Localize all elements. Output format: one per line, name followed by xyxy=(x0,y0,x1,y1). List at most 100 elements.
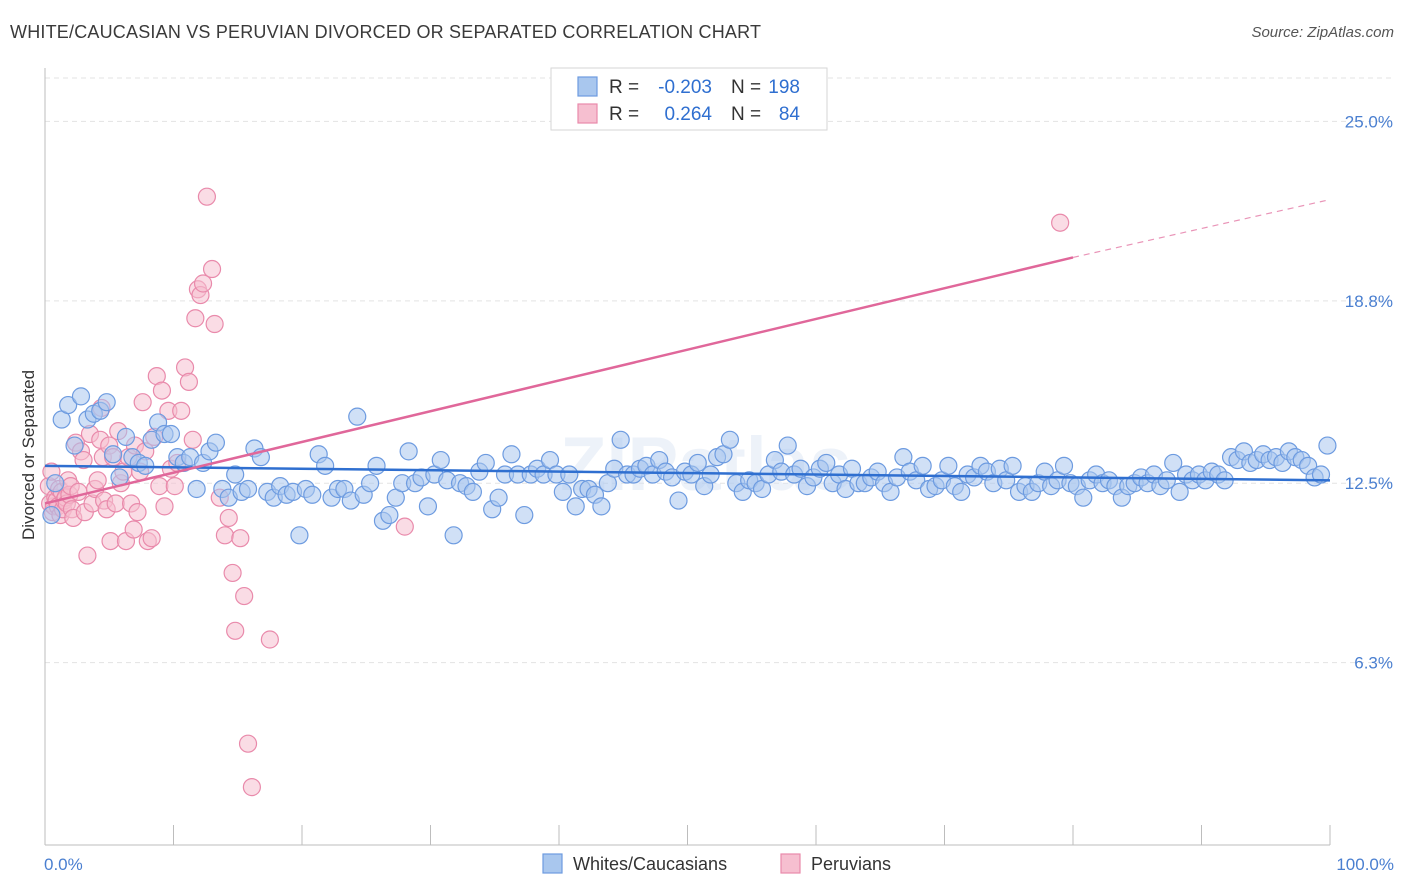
y-tick-label: 12.5% xyxy=(1345,474,1393,493)
white-point xyxy=(560,465,579,484)
peruvian-point xyxy=(179,372,199,392)
peruvian-point xyxy=(193,274,213,293)
white-point xyxy=(187,479,206,499)
legend-r-label: R = xyxy=(609,77,639,98)
white-point xyxy=(817,453,836,473)
series-legend-swatch-peruvians xyxy=(780,853,801,874)
peruvian-point xyxy=(133,393,152,412)
legend-whites-n: 198 xyxy=(768,77,800,98)
peruvian-point xyxy=(202,259,222,279)
white-point xyxy=(42,505,61,525)
legend-r-label: R = xyxy=(609,104,639,125)
series-legend-whites: Whites/Caucasians xyxy=(573,854,727,874)
white-point xyxy=(669,491,688,510)
legend-swatch-peruvians xyxy=(577,103,598,124)
peruvian-point xyxy=(155,497,174,516)
whites-trend-line xyxy=(44,464,1331,482)
white-point xyxy=(1318,436,1337,455)
peruvian-point xyxy=(124,520,143,539)
white-point xyxy=(1164,453,1183,473)
series-legend: Whites/Caucasians Peruvians xyxy=(542,853,891,874)
white-point xyxy=(290,526,309,545)
series-legend-swatch-whites xyxy=(542,853,563,874)
white-point xyxy=(316,456,335,475)
peruvian-point xyxy=(152,381,172,400)
white-point xyxy=(444,526,463,545)
white-point xyxy=(611,430,630,449)
white-point xyxy=(238,479,258,499)
white-point xyxy=(97,393,116,412)
white-point xyxy=(431,450,450,470)
white-point xyxy=(688,453,707,473)
peruvian-point xyxy=(74,450,93,470)
white-point xyxy=(720,430,740,449)
legend-n-label: N = xyxy=(731,104,761,125)
source-label: Source: ZipAtlas.com xyxy=(1251,24,1394,41)
legend-peruvians-n: 84 xyxy=(779,104,801,125)
peruvians-trend-extension xyxy=(1072,198,1331,259)
white-point xyxy=(791,459,810,478)
white-point xyxy=(59,395,78,415)
white-point xyxy=(104,445,123,464)
white-point xyxy=(399,442,418,461)
peruvian-point xyxy=(219,508,238,528)
peruvian-point xyxy=(128,503,147,522)
white-point xyxy=(489,488,508,507)
white-point xyxy=(1157,471,1176,490)
white-point xyxy=(206,433,226,452)
peruvian-point xyxy=(235,586,254,606)
white-point xyxy=(1054,456,1074,475)
white-point xyxy=(71,387,91,406)
white-point xyxy=(46,474,65,493)
peruvian-point xyxy=(205,314,224,334)
legend-n-label: N = xyxy=(731,77,761,98)
peruvian-point xyxy=(197,187,217,206)
x-tick-label-max: 100.0% xyxy=(1336,855,1394,874)
peruvian-point xyxy=(231,529,250,548)
series-legend-peruvians: Peruvians xyxy=(811,854,891,874)
white-point xyxy=(348,407,367,426)
white-point xyxy=(476,453,495,473)
white-point xyxy=(913,456,932,475)
white-point xyxy=(515,505,534,525)
legend-swatch-whites xyxy=(577,76,598,97)
white-point xyxy=(380,505,399,525)
white-point xyxy=(592,497,611,516)
white-point xyxy=(367,456,386,475)
peruvian-point xyxy=(1051,213,1070,232)
white-point xyxy=(778,436,797,455)
white-point xyxy=(65,436,84,455)
peruvians-trend-line xyxy=(44,256,1074,505)
peruvian-point xyxy=(150,477,169,496)
y-tick-label: 6.3% xyxy=(1354,654,1393,673)
white-point xyxy=(553,482,572,501)
white-point xyxy=(939,456,958,475)
stats-legend: R = -0.203 N = 198 R = 0.264 N = 84 xyxy=(550,67,828,131)
y-tick-label: 25.0% xyxy=(1345,112,1393,131)
trend-layer xyxy=(44,198,1331,505)
peruvian-point xyxy=(106,494,125,513)
white-point xyxy=(463,482,483,501)
white-point xyxy=(566,497,585,516)
white-point xyxy=(502,445,521,464)
y-tick-label: 18.8% xyxy=(1345,292,1393,311)
peruvian-point xyxy=(186,309,205,328)
peruvian-point xyxy=(215,526,234,545)
peruvian-point xyxy=(395,517,414,536)
white-point xyxy=(1074,488,1093,507)
white-point xyxy=(1170,482,1189,501)
peruvian-point xyxy=(142,529,161,548)
white-point xyxy=(1311,465,1331,484)
white-point xyxy=(303,485,322,504)
legend-peruvians-r: 0.264 xyxy=(664,104,712,125)
white-point xyxy=(1003,456,1022,475)
white-point xyxy=(361,474,380,493)
white-point xyxy=(952,482,971,501)
white-point xyxy=(418,497,438,516)
peruvian-point xyxy=(183,430,202,449)
peruvian-point xyxy=(78,546,97,565)
axis-layer xyxy=(44,68,1331,846)
white-point xyxy=(161,424,181,444)
white-point xyxy=(226,465,245,484)
